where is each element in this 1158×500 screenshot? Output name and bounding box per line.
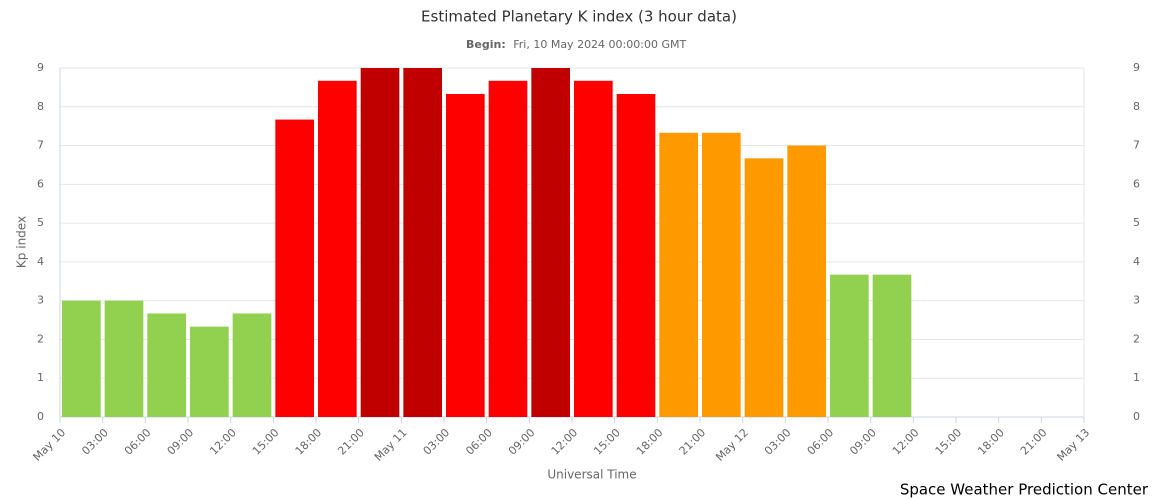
y2-tick-label: 0 [1133,410,1140,423]
bar [702,132,741,417]
y-tick-label: 2 [37,332,44,345]
y-tick-label: 6 [37,177,44,190]
x-tick-label: 15:00 [250,426,282,458]
y-tick-label: 9 [37,61,44,74]
y-axis-label: Kp index [15,216,29,268]
y-tick-label: 5 [37,216,44,229]
y-tick-label: 7 [37,139,44,152]
y-tick-label: 4 [37,255,44,268]
y2-tick-label: 8 [1133,100,1140,113]
bar [531,68,570,417]
x-tick-label: May 13 [1055,426,1093,464]
y2-tick-label: 4 [1133,255,1140,268]
bar [190,326,229,417]
bar [318,80,357,418]
x-tick-label: 15:00 [591,426,623,458]
x-tick-label: 09:00 [506,426,538,458]
x-tick-label: 06:00 [122,426,154,458]
bar [616,93,656,417]
credit: Space Weather Prediction Center [900,481,1149,499]
x-tick-label: 12:00 [890,426,922,458]
x-tick-label: 09:00 [847,426,879,458]
bar [574,80,613,418]
y-tick-label: 1 [37,371,44,384]
bar [232,313,272,417]
bar [787,145,826,418]
y-tick-label: 3 [37,294,44,307]
x-tick-label: 18:00 [634,426,666,458]
y-tick-label: 0 [37,410,44,423]
x-axis-label: Universal Time [547,468,636,482]
bar [446,93,485,417]
subtitle: Begin: Fri, 10 May 2024 00:00:00 GMT [466,38,686,51]
subtitle-label: Begin: [466,38,506,51]
x-tick-label: 18:00 [293,426,325,458]
y2-tick-label: 6 [1133,177,1140,190]
bar [360,68,400,417]
x-tick-label: 18:00 [975,426,1007,458]
bar [830,274,869,417]
x-tick-label: May 12 [713,426,751,464]
bar [147,313,186,417]
x-tick-label: 12:00 [207,426,239,458]
x-tick-label: 03:00 [762,426,794,458]
y-tick-label: 8 [37,100,44,113]
bar [62,300,101,417]
y2-tick-label: 1 [1133,371,1140,384]
y2-tick-label: 5 [1133,216,1140,229]
x-tick-label: 21:00 [335,426,367,458]
bar [659,132,698,417]
x-tick-label: 15:00 [933,426,965,458]
bar [104,300,144,417]
x-tick-label: 03:00 [421,426,453,458]
x-tick-label: 21:00 [677,426,709,458]
x-tick-label: 21:00 [1018,426,1050,458]
x-tick-label: 06:00 [463,426,495,458]
x-tick-label: 06:00 [805,426,837,458]
x-tick-label: May 11 [372,426,410,464]
y2-tick-label: 3 [1133,294,1140,307]
x-tick-label: 03:00 [79,426,111,458]
bar [488,80,528,418]
subtitle-text: Fri, 10 May 2024 00:00:00 GMT [513,38,686,51]
chart-title: Estimated Planetary K index (3 hour data… [421,8,737,26]
x-tick-label: May 10 [31,426,69,464]
y2-tick-label: 2 [1133,332,1140,345]
bar [403,68,442,417]
bar [275,119,314,417]
x-tick-label: 09:00 [165,426,197,458]
bar [744,158,784,417]
y2-tick-label: 9 [1133,61,1140,74]
bar [872,274,912,417]
x-tick-label: 12:00 [549,426,581,458]
y2-tick-label: 7 [1133,139,1140,152]
